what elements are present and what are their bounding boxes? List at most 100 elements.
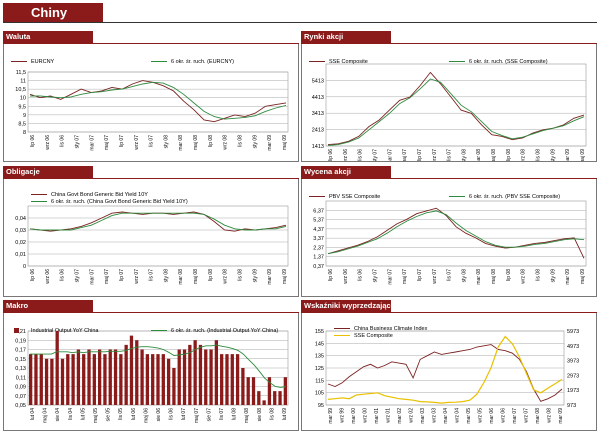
bar bbox=[97, 349, 102, 405]
x-tick-label: sie 07 bbox=[206, 408, 212, 422]
x-tick-label: lis 07 bbox=[447, 269, 453, 281]
panel-header-obligacje: Obligacje bbox=[3, 166, 93, 178]
x-tick-label: sty 08 bbox=[461, 269, 467, 283]
y-tick-label: 0,11 bbox=[16, 375, 26, 381]
bar bbox=[193, 340, 197, 405]
x-tick-label: lip 06 bbox=[30, 135, 36, 147]
x-tick-label: lip 06 bbox=[30, 269, 36, 281]
panel-rule bbox=[3, 312, 299, 313]
x-tick-label: sty 08 bbox=[461, 149, 467, 161]
y-tick-label: 0,19 bbox=[15, 338, 26, 344]
x-tick-label: mar 06 bbox=[489, 408, 495, 424]
x-tick-label: maj 09 bbox=[580, 269, 586, 284]
x-tick-label: mar 09 bbox=[267, 269, 273, 285]
panel-rule bbox=[301, 312, 597, 313]
x-tick-label: maj 09 bbox=[282, 269, 288, 284]
plot-area bbox=[27, 71, 289, 133]
x-tick-label: wrz 02 bbox=[409, 408, 415, 423]
panel-rule bbox=[3, 178, 299, 179]
x-tick-label: lut 06 bbox=[131, 408, 137, 420]
legend-label: 6 okr. śr. ruch. (China Govt Bond Generi… bbox=[51, 199, 188, 205]
x-tick-label: mar 07 bbox=[387, 269, 393, 285]
x-tick-label: mar 05 bbox=[466, 408, 472, 424]
panel-wycena: Wycena akcji 0,37 1,37 2,37 3,37 4,37 5,37 6,3… bbox=[301, 166, 597, 297]
series-line bbox=[30, 81, 287, 120]
x-tick-label: wrz 06 bbox=[501, 408, 507, 423]
series-line bbox=[327, 207, 585, 259]
series-line bbox=[29, 211, 287, 232]
y-tick-label: 155 bbox=[315, 329, 324, 335]
y-tick-label: 0,07 bbox=[15, 394, 26, 400]
bar bbox=[71, 354, 75, 405]
bar bbox=[39, 354, 43, 405]
x-tick-label: maj 07 bbox=[402, 149, 408, 161]
title-rule bbox=[3, 22, 597, 23]
bar bbox=[209, 349, 213, 405]
y-tick-label: 1,37 bbox=[313, 255, 324, 261]
x-tick-label: mar 09 bbox=[558, 408, 564, 424]
y-tick-label: 6,37 bbox=[313, 208, 324, 214]
y-tick-label: 3413 bbox=[312, 111, 324, 117]
chart-box-obligacje: 0 0,01 0,02 0,03 0,04 lip 06 wrz 06 lis 06 sty 0… bbox=[3, 179, 299, 297]
x-tick-label: sie 04 bbox=[55, 408, 61, 422]
panel-rynki: Rynki akcji 1413 2413 3413 4413 5413 lip 06 wr… bbox=[301, 31, 597, 162]
bar bbox=[44, 358, 49, 405]
y-tick-label: 0,09 bbox=[15, 385, 26, 391]
y-tick-label: 0,02 bbox=[15, 240, 26, 246]
bar bbox=[220, 354, 224, 405]
legend-label: SSE Composite bbox=[329, 59, 368, 65]
bar bbox=[188, 344, 192, 405]
series-line bbox=[327, 78, 585, 146]
x-tick-label: lip 08 bbox=[506, 149, 512, 161]
x-tick-label: lis 06 bbox=[169, 408, 175, 420]
x-tick-label: wrz 08 bbox=[223, 269, 229, 284]
y-tick-label: 95 bbox=[318, 403, 324, 409]
y2-tick-label: 5973 bbox=[567, 329, 579, 335]
bar bbox=[108, 349, 112, 405]
x-tick-label: lip 08 bbox=[506, 269, 512, 281]
y-tick-label: 3,37 bbox=[313, 236, 324, 242]
x-tick-label: sty 07 bbox=[74, 135, 80, 149]
x-tick-label: lip 07 bbox=[417, 269, 423, 281]
x-tick-label: lis 08 bbox=[238, 269, 244, 281]
y-tick-label: 4,37 bbox=[313, 227, 324, 233]
x-tick-label: lut 08 bbox=[232, 408, 238, 420]
y-tick-label: 4413 bbox=[312, 95, 324, 101]
y-tick-label: 0,37 bbox=[313, 264, 324, 270]
x-tick-label: lip 06 bbox=[328, 269, 334, 281]
x-tick-label: mar 08 bbox=[178, 135, 184, 151]
x-tick-label: mar 01 bbox=[374, 408, 380, 424]
y2-tick-label: 1973 bbox=[567, 388, 579, 394]
x-tick-label: sty 07 bbox=[372, 149, 378, 161]
x-tick-label: maj 08 bbox=[491, 269, 497, 284]
x-tick-label: maj 06 bbox=[143, 408, 149, 423]
x-tick-label: maj 07 bbox=[104, 269, 110, 284]
bar bbox=[119, 354, 123, 405]
x-tick-label: lut 04 bbox=[30, 408, 36, 420]
y-tick-label: 8,5 bbox=[18, 121, 26, 127]
bar bbox=[29, 354, 33, 405]
x-tick-label: sty 09 bbox=[550, 269, 556, 283]
y-tick-label: 145 bbox=[315, 341, 324, 347]
chart-box-waluta: 8 8,5 9 9,5 10 10,5 11 11,5 lip 06 wrz 06 lis 06 st… bbox=[3, 44, 299, 162]
series-line bbox=[327, 335, 563, 404]
panel-makro: Makro 0,05 0,07 0,09 0,11 0,13 0,15 0,17 0,19 0,… bbox=[3, 300, 299, 431]
y-tick-label: 8 bbox=[23, 130, 26, 136]
x-tick-label: maj 07 bbox=[194, 408, 200, 423]
x-tick-label: wrz 08 bbox=[521, 149, 527, 161]
panel-rule bbox=[301, 178, 597, 179]
x-tick-label: lis 08 bbox=[238, 135, 244, 147]
y-tick-label: 1413 bbox=[312, 144, 324, 150]
bar bbox=[113, 349, 118, 405]
x-tick-label: lip 08 bbox=[208, 135, 214, 147]
y-tick-label: 0,05 bbox=[15, 403, 26, 409]
x-tick-label: mar 00 bbox=[351, 408, 357, 424]
y-tick-label: 0 bbox=[23, 264, 26, 270]
y-tick-label: 10 bbox=[20, 96, 26, 102]
bar bbox=[161, 354, 165, 405]
x-tick-label: mar 09 bbox=[565, 149, 571, 161]
x-tick-label: sie 08 bbox=[257, 408, 263, 422]
bar bbox=[129, 335, 134, 405]
bar bbox=[50, 358, 54, 405]
x-tick-label: wrz 07 bbox=[432, 149, 438, 161]
